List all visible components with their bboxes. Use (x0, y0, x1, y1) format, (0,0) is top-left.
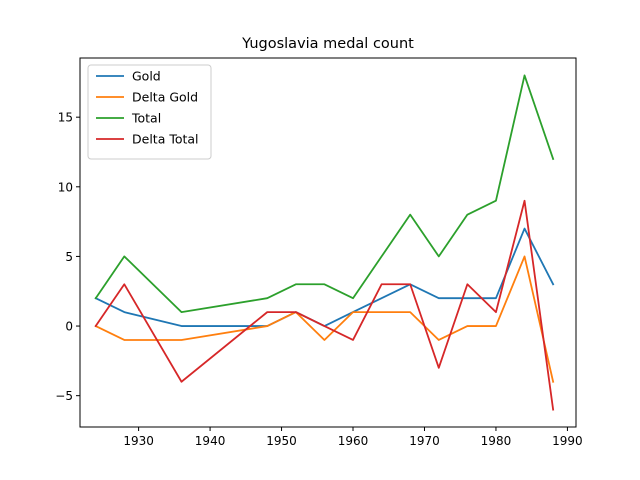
y-tick-label: 0 (65, 320, 73, 334)
y-tick-label: −5 (55, 389, 73, 403)
legend-label-total: Total (131, 111, 161, 126)
plot-area (94, 74, 555, 411)
legend-label-gold: Gold (132, 69, 161, 84)
x-tick-label: 1960 (338, 434, 369, 448)
y-tick-label: 5 (65, 250, 73, 264)
x-tick-label: 1990 (552, 434, 583, 448)
legend: Gold Delta Gold Total Delta Total (87, 64, 212, 160)
x-tick-label: 1950 (266, 434, 297, 448)
x-tick-label: 1970 (409, 434, 440, 448)
y-tick-label: 15 (58, 111, 73, 125)
legend-label-delta-total: Delta Total (132, 132, 199, 147)
legend-box (87, 64, 212, 160)
series-line-total (94, 74, 555, 314)
axes-frame (79, 57, 577, 428)
y-tick-label: 10 (58, 180, 73, 194)
chart-title: Yugoslavia medal count (241, 36, 414, 52)
series-line-delta-total (94, 199, 555, 411)
series-line-gold (94, 227, 555, 327)
x-tick-label: 1980 (481, 434, 512, 448)
legend-label-delta-gold: Delta Gold (132, 90, 198, 105)
x-tick-label: 1940 (195, 434, 226, 448)
x-tick-label: 1930 (123, 434, 154, 448)
axes: 1930 1940 1950 1960 1970 1980 1990 −5 0 5 10 15 (55, 57, 583, 448)
